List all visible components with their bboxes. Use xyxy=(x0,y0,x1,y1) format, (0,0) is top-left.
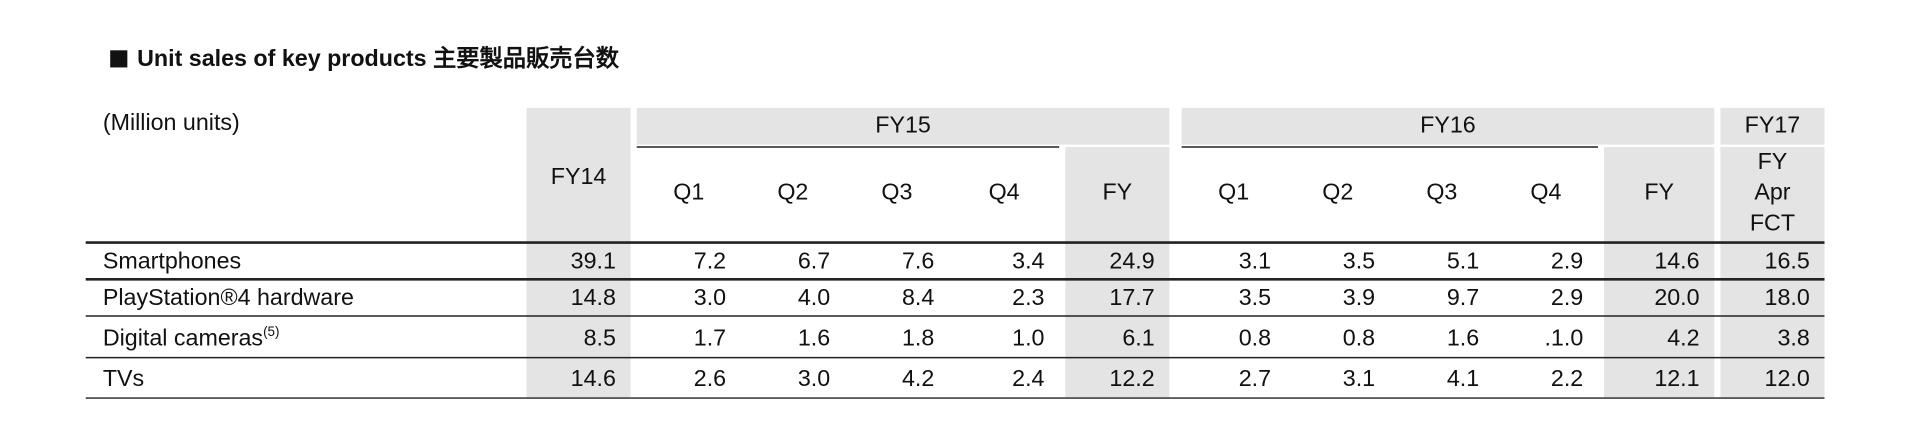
column-header: FY xyxy=(1758,148,1788,174)
column-header: Q4 xyxy=(1530,179,1561,205)
cell-value: 14.6 xyxy=(571,365,616,391)
group-header: FY17 xyxy=(1745,111,1801,137)
group-header: FY16 xyxy=(1420,111,1476,137)
column-header: FY xyxy=(1102,179,1132,205)
footnote-ref: (5) xyxy=(263,324,279,339)
cell-value: 20.0 xyxy=(1654,284,1699,310)
cell-value: 1.6 xyxy=(1447,324,1479,350)
cell-value: 14.6 xyxy=(1654,247,1699,273)
group-header-band xyxy=(1181,107,1715,145)
title: Unit sales of key products 主要製品販売台数 xyxy=(137,45,620,71)
title-bullet xyxy=(110,50,128,68)
table: FY14 FY15 Q1 Q2 Q3 Q4 FY FY16 Q1 Q2 Q3 Q4 FY FY17 FY Ap… xyxy=(85,107,1825,399)
cell-value: 12.2 xyxy=(1109,365,1154,391)
shaded-column xyxy=(1720,147,1825,399)
cell-value: .1.0 xyxy=(1544,324,1583,350)
row-label: Digital cameras(5) xyxy=(103,324,280,351)
shaded-column xyxy=(1065,147,1170,399)
group-header: FY14 xyxy=(551,163,607,189)
cell-value: 9.7 xyxy=(1447,284,1479,310)
cell-value: 24.9 xyxy=(1109,247,1154,273)
group-header-band xyxy=(636,107,1170,145)
shaded-column xyxy=(526,107,631,399)
cell-value: 2.9 xyxy=(1551,247,1583,273)
cell-value: 17.7 xyxy=(1109,284,1154,310)
cell-value: 2.2 xyxy=(1551,365,1583,391)
cell-value: 1.0 xyxy=(1012,324,1044,350)
column-header: Q2 xyxy=(1322,179,1353,205)
column-header: Apr xyxy=(1754,179,1790,205)
cell-value: 3.0 xyxy=(798,365,830,391)
column-header: FY xyxy=(1644,179,1674,205)
row-label: PlayStation®4 hardware xyxy=(103,284,354,310)
column-header: Q2 xyxy=(777,179,808,205)
cell-value: 3.5 xyxy=(1343,247,1375,273)
column-header: FCT xyxy=(1750,209,1795,235)
cell-value: 2.7 xyxy=(1239,365,1271,391)
column-header: Q3 xyxy=(1426,179,1457,205)
cell-value: 2.9 xyxy=(1551,284,1583,310)
cell-value: 1.8 xyxy=(902,324,934,350)
cell-value: 2.3 xyxy=(1012,284,1044,310)
column-header: Q3 xyxy=(881,179,912,205)
cell-value: 3.5 xyxy=(1239,284,1271,310)
column-header: Q1 xyxy=(1218,179,1249,205)
cell-value: 3.9 xyxy=(1343,284,1375,310)
cell-value: 6.7 xyxy=(798,247,830,273)
cell-value: 1.7 xyxy=(694,324,726,350)
cell-value: 2.4 xyxy=(1012,365,1044,391)
cell-value: 1.6 xyxy=(798,324,830,350)
cell-value: 8.4 xyxy=(902,284,934,310)
group-header: FY15 xyxy=(875,111,931,137)
cell-value: 7.6 xyxy=(902,247,934,273)
cell-value: 4.2 xyxy=(1667,324,1699,350)
cell-value: 4.1 xyxy=(1447,365,1479,391)
unit-label: (Million units) xyxy=(103,109,240,135)
cell-value: 12.0 xyxy=(1765,365,1810,391)
column-header: Q1 xyxy=(673,179,704,205)
cell-value: 6.1 xyxy=(1122,324,1154,350)
cell-value: 3.0 xyxy=(694,284,726,310)
cell-value: 0.8 xyxy=(1343,324,1375,350)
cell-value: 4.2 xyxy=(902,365,934,391)
cell-value: 5.1 xyxy=(1447,247,1479,273)
cell-value: 18.0 xyxy=(1765,284,1810,310)
cell-value: 16.5 xyxy=(1765,247,1810,273)
column-header: Q4 xyxy=(989,179,1020,205)
cell-value: 3.8 xyxy=(1777,324,1809,350)
cell-value: 4.0 xyxy=(798,284,830,310)
cell-value: 2.6 xyxy=(694,365,726,391)
cell-value: 0.8 xyxy=(1239,324,1271,350)
cell-value: 8.5 xyxy=(584,324,616,350)
cell-value: 14.8 xyxy=(571,284,616,310)
cell-value: 3.4 xyxy=(1012,247,1044,273)
cell-value: 12.1 xyxy=(1654,365,1699,391)
row-label: TVs xyxy=(103,365,144,391)
cell-value: 7.2 xyxy=(694,247,726,273)
shaded-column xyxy=(1604,147,1715,399)
cell-value: 3.1 xyxy=(1239,247,1271,273)
cell-value: 3.1 xyxy=(1343,365,1375,391)
row-label: Smartphones xyxy=(103,247,241,273)
cell-value: 39.1 xyxy=(571,247,616,273)
group-header-band xyxy=(1720,107,1825,145)
